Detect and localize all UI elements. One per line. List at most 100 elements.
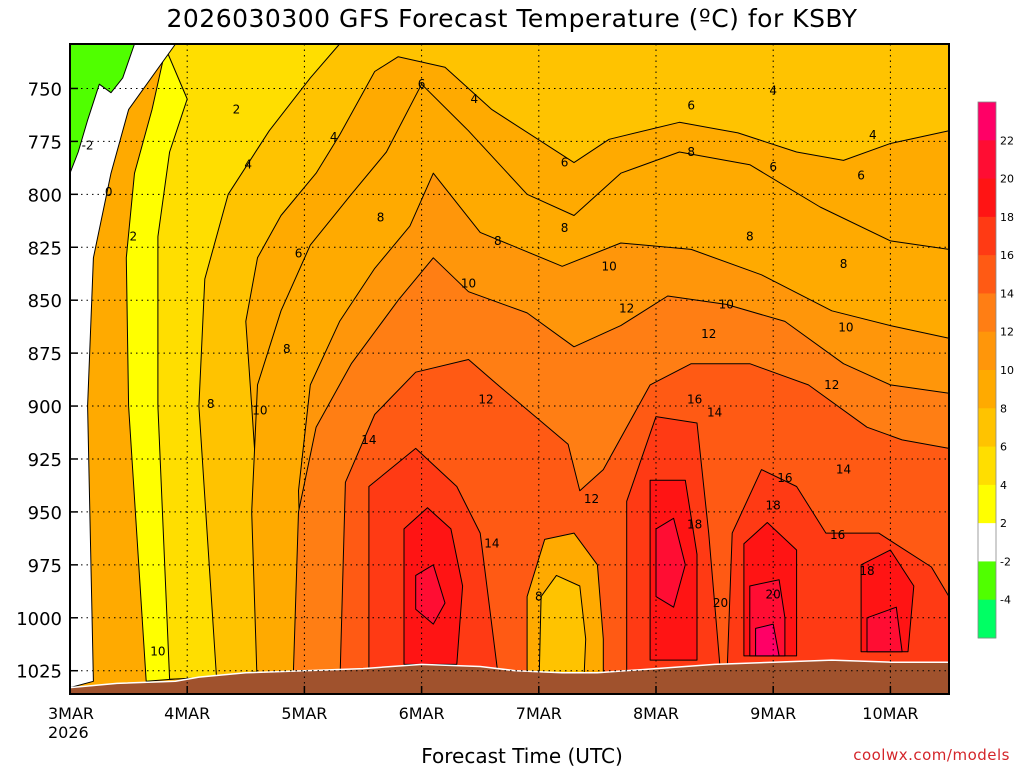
y-tick-label: 925 — [28, 450, 62, 471]
contour-label: 10 — [601, 259, 616, 273]
temperature-region-20-to-22 — [866, 606, 903, 653]
y-tick-label: 900 — [28, 397, 62, 418]
contour-label: 18 — [766, 499, 781, 513]
x-tick-label: 10MAR — [862, 704, 918, 723]
temperature-region-20-to-22 — [415, 564, 446, 625]
x-axis-title: Forecast Time (UTC) — [421, 744, 623, 768]
colorbar-tick-label: 2 — [1000, 517, 1007, 530]
colorbar-swatch — [978, 255, 996, 294]
colorbar-swatch — [978, 370, 996, 409]
contour-label: 4 — [769, 84, 777, 98]
colorbar-swatch — [978, 484, 996, 524]
contour-label: 8 — [746, 230, 754, 244]
contour-label: 12 — [478, 393, 493, 407]
temperature-region--4-to--2 — [69, 43, 135, 174]
contour-label: 4 — [471, 92, 479, 106]
x-tick-sublabel: 2026 — [48, 723, 89, 742]
contour-label: 10 — [719, 297, 734, 311]
contour-label: 12 — [824, 378, 839, 392]
y-tick-label: 875 — [28, 344, 62, 365]
contour-label: 10 — [150, 645, 165, 659]
contour-label: 12 — [584, 492, 599, 506]
contour-label: 4 — [869, 128, 877, 142]
colorbar-frame — [977, 101, 997, 639]
colorbar-tick-label: 18 — [1000, 211, 1014, 224]
contour-label: 20 — [713, 596, 728, 610]
contour-label: 8 — [687, 145, 695, 159]
x-tick-label: 8MAR — [633, 704, 679, 723]
contour-label: 14 — [361, 433, 376, 447]
x-tick-label: 3MAR — [48, 704, 94, 723]
contour-label: 0 — [105, 185, 113, 199]
colorbar-tick-label: 22 — [1000, 134, 1014, 147]
y-tick-label: 775 — [28, 132, 62, 153]
colorbar-swatch — [978, 331, 996, 371]
x-tick-label: 9MAR — [750, 704, 796, 723]
colorbar-swatch — [978, 140, 996, 180]
temperature-region-20-to-22 — [655, 517, 686, 608]
colorbar-tick-label: -4 — [1000, 594, 1011, 607]
colorbar-swatch — [978, 178, 996, 218]
colorbar-tick-label: 16 — [1000, 249, 1014, 262]
contour-label: 16 — [830, 528, 845, 542]
colorbar-swatch — [978, 599, 996, 639]
colorbar-tick-label: 20 — [1000, 173, 1014, 186]
contour-label: 8 — [840, 257, 848, 271]
y-tick-label: 750 — [28, 79, 62, 100]
colorbar-swatch — [978, 561, 996, 601]
contour-label: 6 — [295, 247, 303, 261]
temperature-region-4-to-6 — [157, 43, 341, 680]
colorbar-swatch — [978, 408, 996, 448]
contour-label: 8 — [494, 234, 502, 248]
y-tick-label: 800 — [28, 185, 62, 206]
contour-label: 12 — [701, 327, 716, 341]
contour-label: 18 — [687, 518, 702, 532]
contour-label: 10 — [461, 276, 476, 290]
contour-label: 18 — [859, 564, 874, 578]
colorbar-tick-label: 4 — [1000, 479, 1007, 492]
chart-title: 2026030300 GFS Forecast Temperature (ºC)… — [166, 4, 858, 33]
contour-label: 6 — [769, 160, 777, 174]
terrain-fill — [69, 659, 950, 695]
contour-label: 4 — [330, 130, 338, 144]
credit-link[interactable]: coolwx.com/models — [853, 746, 1010, 764]
contour-label: 20 — [766, 587, 781, 601]
y-tick-label: 850 — [28, 291, 62, 312]
contour-label: 6 — [857, 168, 865, 182]
colorbar-swatch — [978, 446, 996, 486]
contour-label: 6 — [687, 98, 695, 112]
contour-label: 10 — [252, 403, 267, 417]
contour-label: 14 — [484, 537, 499, 551]
colorbar-tick-label: 6 — [1000, 441, 1007, 454]
contour-label: 8 — [535, 590, 543, 604]
colorbar-tick-label: 10 — [1000, 364, 1014, 377]
colorbar-swatch — [978, 102, 996, 141]
contour-label: 14 — [836, 463, 851, 477]
contour-label: 2 — [129, 230, 137, 244]
y-tick-label: 1025 — [16, 662, 62, 683]
y-tick-label: 825 — [28, 238, 62, 259]
x-tick-label: 4MAR — [164, 704, 210, 723]
colorbar-swatch — [978, 293, 996, 333]
contour-label: 4 — [244, 158, 252, 172]
y-tick-label: 1000 — [16, 609, 62, 630]
contour-label: 8 — [283, 342, 291, 356]
contour-label: 12 — [619, 302, 634, 316]
y-tick-label: 950 — [28, 503, 62, 524]
y-tick-label: 975 — [28, 556, 62, 577]
colorbar-tick-label: 14 — [1000, 287, 1014, 300]
temperature-region--2-to-2 — [69, 43, 176, 689]
x-tick-label: 5MAR — [281, 704, 327, 723]
colorbar-tick-label: 12 — [1000, 326, 1014, 339]
contour-label: 2 — [233, 103, 241, 117]
contour-label: 8 — [207, 397, 215, 411]
contour-label: 8 — [377, 211, 385, 225]
colorbar-tick-label: -2 — [1000, 555, 1011, 568]
contour-label: 8 — [561, 221, 569, 235]
colorbar-swatch — [978, 216, 996, 256]
contour-label: 6 — [561, 156, 569, 170]
temperature-region-22-to-24 — [755, 623, 780, 657]
colorbar-swatch — [978, 523, 996, 562]
contour-label: 16 — [777, 471, 792, 485]
